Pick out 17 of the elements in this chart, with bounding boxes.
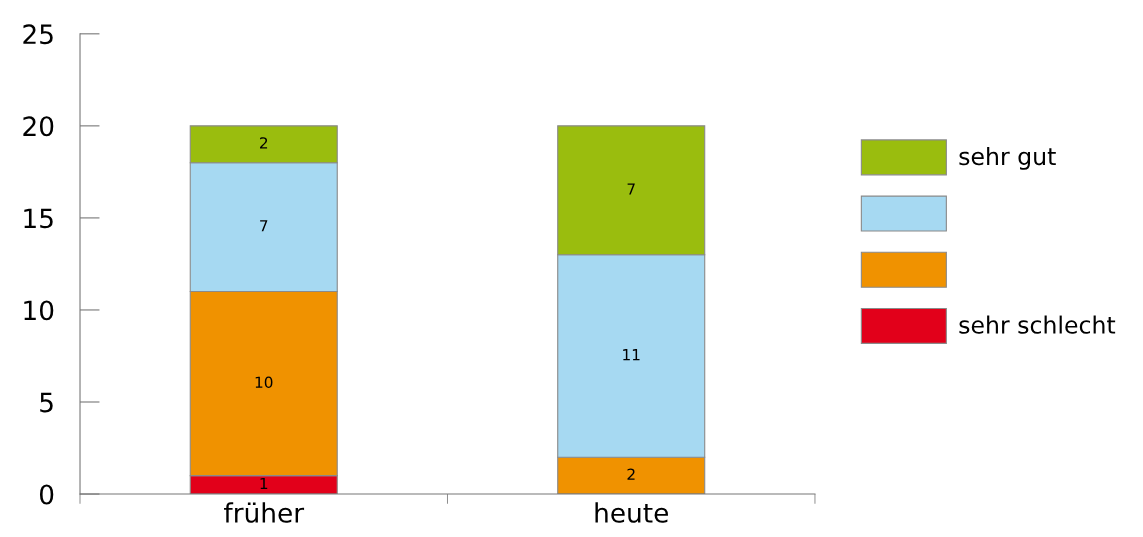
data-label: 7 (627, 183, 635, 195)
data-label: 10 (255, 376, 273, 389)
y-tick-label: 10 (24, 300, 54, 321)
data-label: 7 (260, 220, 268, 232)
legend-label: sehr gut (959, 146, 1056, 170)
legend-label: sehr schlecht (959, 315, 1116, 334)
y-tick-label: 20 (23, 116, 54, 137)
y-tick-label: 0 (39, 484, 54, 505)
data-label: 2 (260, 137, 268, 149)
y-tick-label: 5 (40, 392, 53, 413)
data-label: 1 (260, 477, 268, 490)
y-tick-label: 25 (23, 24, 53, 45)
y-tick-label: 15 (24, 208, 53, 229)
x-tick-label: früher (224, 502, 305, 523)
data-label: 2 (627, 468, 635, 480)
x-tick-label: heute (595, 502, 668, 523)
data-label: 11 (623, 349, 640, 361)
